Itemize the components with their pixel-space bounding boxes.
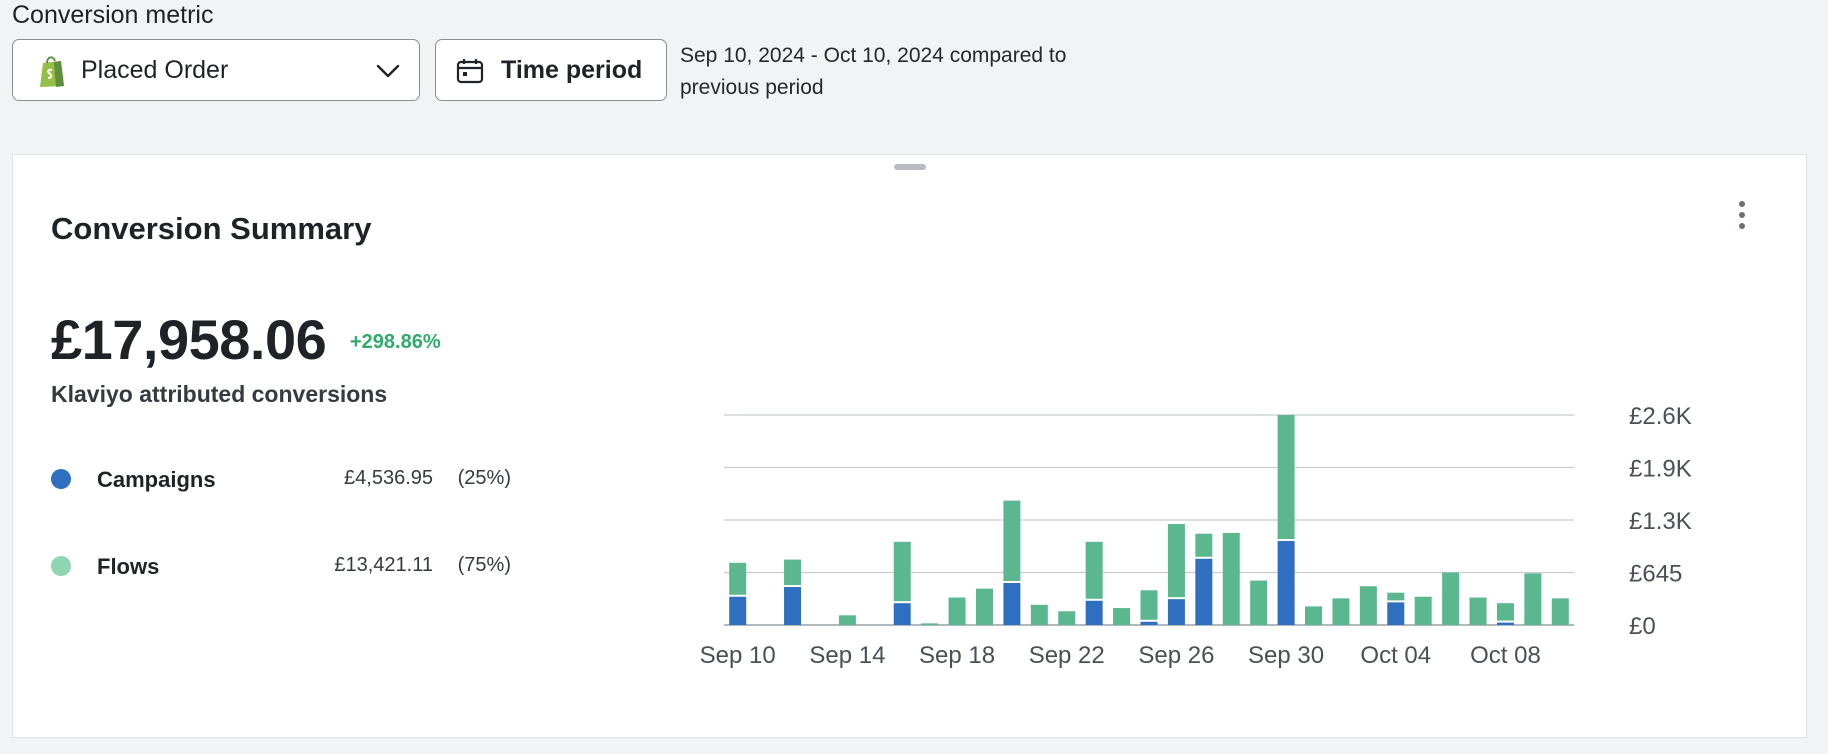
bar-flows (1414, 596, 1432, 625)
bar-flows (1058, 611, 1076, 625)
bar-flows (975, 588, 993, 625)
y-tick-label: £2.6K (1629, 405, 1692, 430)
total-conversions-value: £17,958.06 (51, 308, 327, 371)
bar-flows (1085, 541, 1103, 599)
legend-item-flows: Flows £13,421.11 (75%) (51, 552, 511, 582)
drag-handle[interactable] (894, 164, 926, 170)
conversions-bar-chart: £0 £645 £1.3K £1.9K £2.6K Sep 10 Sep 14 Sep 18 S… (700, 405, 1692, 669)
card-title: Conversion Summary (51, 211, 372, 246)
bar-flows (948, 597, 966, 625)
bar-campaigns (784, 587, 802, 625)
bar-campaigns (893, 603, 911, 625)
conversion-metric-label: Conversion metric (12, 1, 214, 29)
x-tick-label: Oct 04 (1360, 642, 1431, 669)
bar-flows (1332, 598, 1350, 625)
bar-flows (1167, 524, 1185, 598)
bar-campaigns (1496, 622, 1514, 625)
bar-flows (1003, 500, 1021, 581)
bar-flows (1140, 590, 1158, 620)
legend-value: £4,536.95 (344, 467, 433, 489)
bar-flows (1030, 604, 1048, 625)
bar-flows (1524, 573, 1542, 625)
bar-flows (1305, 606, 1323, 625)
chevron-down-icon (376, 64, 400, 78)
bar-campaigns (1167, 599, 1185, 625)
x-tick-label: Sep 26 (1138, 642, 1214, 669)
bar-flows (1442, 572, 1460, 625)
comparison-period-text: Sep 10, 2024 - Oct 10, 2024 compared to … (680, 44, 1067, 99)
flows-dot-icon (51, 556, 71, 576)
y-tick-label: £0 (1629, 613, 1656, 640)
bar-campaigns (729, 596, 747, 625)
bar-flows (1277, 415, 1295, 539)
bar-flows (1195, 533, 1213, 557)
y-tick-label: £1.3K (1629, 508, 1692, 535)
time-period-label: Time period (501, 56, 643, 84)
bar-campaigns (1140, 621, 1158, 625)
x-tick-label: Sep 22 (1029, 642, 1105, 669)
legend-item-campaigns: Campaigns £4,536.95 (25%) (51, 465, 511, 495)
bar-flows (1387, 592, 1405, 601)
legend-percent: (25%) (457, 467, 511, 489)
y-tick-label: £645 (1629, 561, 1682, 588)
bar-flows (1469, 597, 1487, 625)
bar-flows (838, 615, 856, 625)
time-period-button[interactable]: Time period (435, 39, 667, 101)
bar-flows (729, 562, 747, 595)
bar-flows (1113, 608, 1131, 625)
x-tick-label: Sep 10 (700, 642, 776, 669)
attributed-conversions-label: Klaviyo attributed conversions (51, 381, 388, 407)
bar-campaigns (1085, 600, 1103, 625)
bar-campaigns (1195, 558, 1213, 625)
percent-change-badge: +298.86% (350, 331, 441, 353)
x-tick-label: Sep 18 (919, 642, 995, 669)
bar-flows (1222, 532, 1240, 625)
bar-campaigns (1003, 583, 1021, 625)
legend-name: Campaigns (97, 467, 216, 492)
x-tick-label: Sep 14 (809, 642, 885, 669)
y-tick-label: £1.9K (1629, 456, 1692, 483)
bar-flows (784, 559, 802, 586)
campaigns-dot-icon (51, 469, 71, 489)
bar-flows (893, 541, 911, 602)
bar-campaigns (1387, 602, 1405, 625)
legend-name: Flows (97, 554, 160, 579)
x-tick-label: Oct 08 (1470, 642, 1541, 669)
calendar-icon (456, 59, 484, 84)
shopify-bag-icon (40, 56, 64, 87)
bar-flows (1496, 603, 1514, 621)
bar-flows (1250, 580, 1268, 625)
bar-flows (1551, 598, 1569, 625)
bar-flows (1359, 586, 1377, 625)
conversion-summary-card: Conversion Summary £17,958.06 +298.86% K… (12, 154, 1807, 738)
kebab-menu-icon[interactable] (1733, 201, 1751, 235)
conversion-metric-select[interactable]: Placed Order (12, 39, 420, 101)
bar-campaigns (1277, 541, 1295, 625)
legend-value: £13,421.11 (334, 554, 433, 576)
x-tick-label: Sep 30 (1248, 642, 1324, 669)
conversion-metric-value: Placed Order (81, 56, 229, 84)
legend-percent: (75%) (457, 554, 511, 576)
bar-flows (921, 623, 939, 625)
